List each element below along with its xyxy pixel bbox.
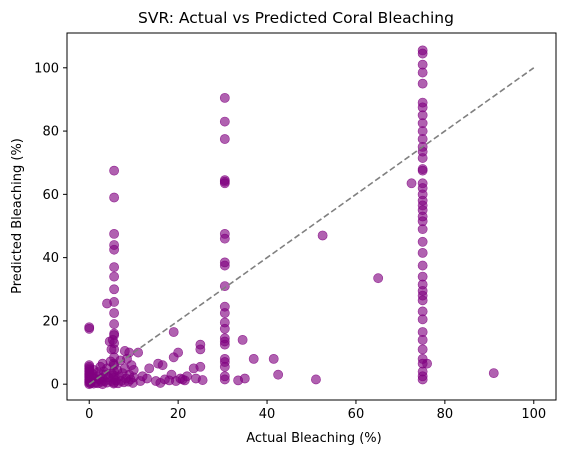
y-tick-label: 0 <box>51 378 59 393</box>
data-point <box>109 271 120 282</box>
data-point <box>239 373 250 384</box>
data-point <box>109 165 120 176</box>
data-point <box>417 260 428 271</box>
data-point <box>417 295 428 306</box>
x-axis-label: Actual Bleaching (%) <box>246 431 381 446</box>
data-point <box>109 228 120 239</box>
data-point <box>268 353 279 364</box>
data-point <box>273 369 284 380</box>
x-tick-label: 40 <box>259 407 276 422</box>
data-point <box>219 339 230 350</box>
data-point <box>219 361 230 372</box>
data-point <box>109 308 120 318</box>
data-point <box>417 153 428 163</box>
data-point <box>417 314 428 325</box>
data-point <box>237 334 248 345</box>
data-point <box>128 365 139 375</box>
data-point <box>219 323 230 334</box>
data-point <box>109 284 120 295</box>
data-point <box>219 134 230 144</box>
data-point <box>417 67 428 78</box>
data-point <box>219 308 230 318</box>
data-point <box>168 327 179 337</box>
y-tick-label: 40 <box>42 251 59 266</box>
data-point <box>109 262 120 273</box>
plot-area <box>84 45 535 390</box>
data-point <box>248 353 259 364</box>
y-tick-label: 100 <box>34 61 59 76</box>
x-tick-label: 100 <box>521 407 546 422</box>
data-point <box>197 375 208 385</box>
data-point <box>417 224 428 235</box>
data-point <box>195 339 206 350</box>
data-point <box>219 92 230 103</box>
x-tick-label: 60 <box>348 407 365 422</box>
data-point <box>422 358 432 369</box>
y-axis-label: Predicted Bleaching (%) <box>10 138 25 294</box>
data-point <box>144 363 155 374</box>
data-point <box>406 178 417 189</box>
data-point <box>417 236 428 247</box>
data-point <box>182 371 192 382</box>
axes: 0 20 40 60 80 100 0 20 40 60 80 100 <box>34 32 557 422</box>
x-tick-label: 80 <box>437 407 454 422</box>
data-point <box>157 360 168 371</box>
x-tick-label: 20 <box>170 407 187 422</box>
axes-frame <box>66 32 557 401</box>
data-point <box>417 48 428 59</box>
data-point <box>417 334 428 345</box>
x-tick-label: 0 <box>85 407 93 422</box>
data-point <box>109 244 120 255</box>
data-point <box>417 374 428 385</box>
data-point <box>417 247 428 258</box>
data-point <box>219 260 230 271</box>
data-point <box>417 78 428 89</box>
data-point <box>219 116 230 127</box>
y-tick-label: 20 <box>42 314 59 329</box>
data-point <box>195 361 206 372</box>
data-point <box>417 344 428 355</box>
data-point <box>219 178 230 189</box>
data-point <box>311 374 321 385</box>
reference-line <box>88 67 535 385</box>
data-point <box>373 273 384 284</box>
chart-title: SVR: Actual vs Predicted Coral Bleaching <box>138 9 454 27</box>
data-point <box>109 297 120 307</box>
data-point <box>219 374 230 385</box>
y-tick-label: 80 <box>42 125 59 140</box>
data-point <box>219 233 230 244</box>
data-point <box>317 230 328 241</box>
data-point <box>417 165 428 176</box>
data-point <box>109 319 120 329</box>
data-point <box>488 368 499 379</box>
data-point <box>173 347 184 358</box>
y-tick-label: 60 <box>42 188 59 203</box>
data-point <box>142 373 152 384</box>
data-point <box>109 192 120 203</box>
data-point <box>84 322 95 333</box>
